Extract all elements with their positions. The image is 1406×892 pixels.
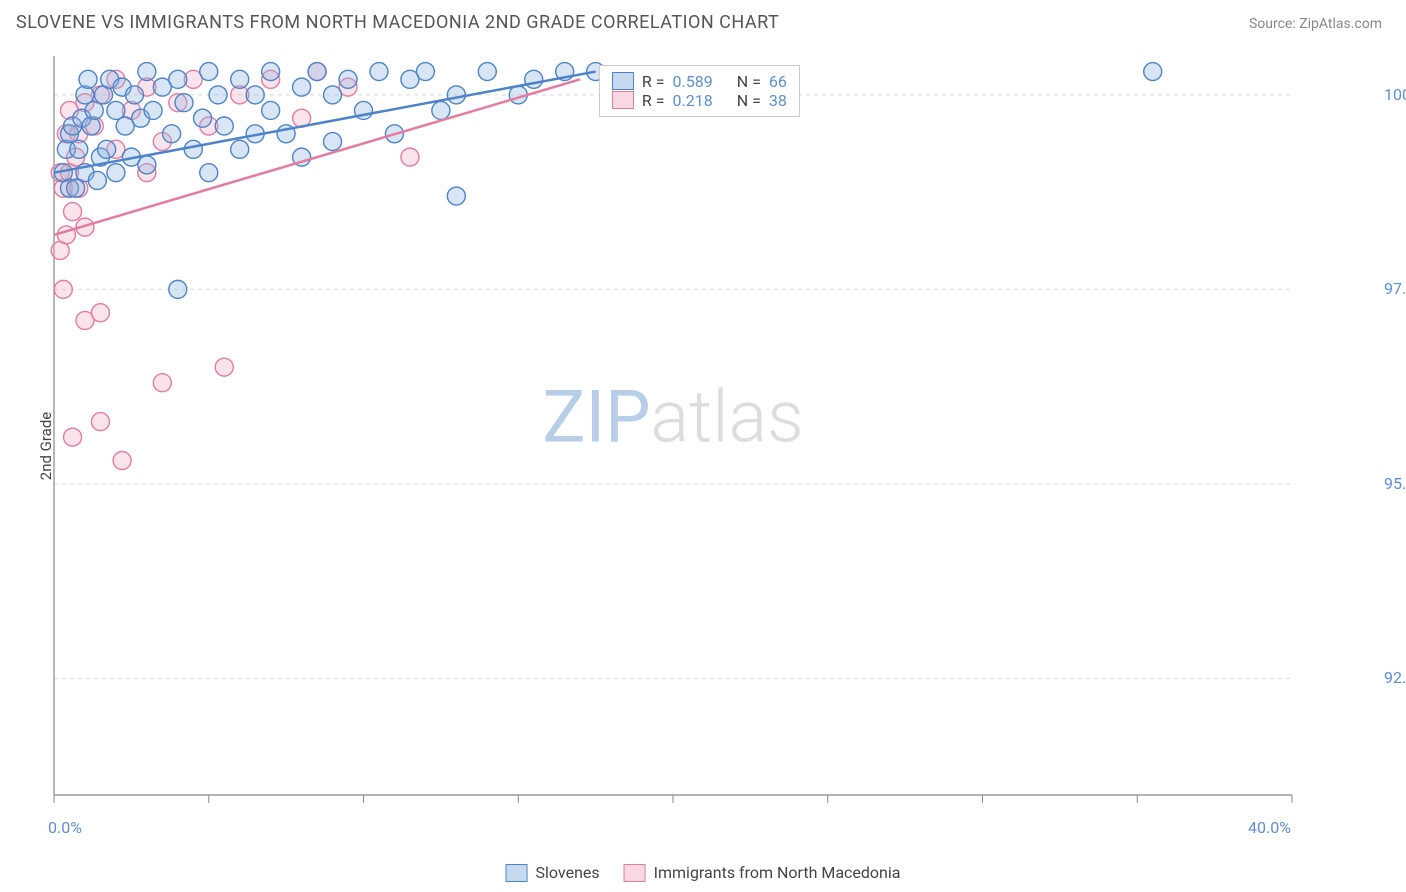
stat-r-label: R = <box>642 91 665 110</box>
stat-legend: R = 0.589 N = 66 R = 0.218 N = 38 <box>599 65 800 117</box>
chart-source: Source: ZipAtlas.com <box>1249 16 1382 32</box>
legend-swatch <box>506 864 528 882</box>
y-tick-label: 97.5% <box>1384 279 1406 298</box>
y-tick-label: 92.5% <box>1384 668 1406 687</box>
scatter-svg <box>48 50 1298 815</box>
chart-title: SLOVENE VS IMMIGRANTS FROM NORTH MACEDON… <box>16 12 779 33</box>
x-tick-label: 40.0% <box>1248 818 1291 837</box>
legend-item: Immigrants from North Macedonia <box>624 863 901 882</box>
legend-item: Slovenes <box>506 863 600 882</box>
x-tick-label: 0.0% <box>48 818 82 837</box>
legend-label: Slovenes <box>536 863 600 882</box>
stat-n-value: 66 <box>769 72 787 91</box>
stat-r-value: 0.589 <box>673 72 713 91</box>
series-legend: Slovenes Immigrants from North Macedonia <box>506 863 901 882</box>
stat-r-value: 0.218 <box>673 91 713 110</box>
legend-swatch <box>624 864 646 882</box>
legend-swatch <box>612 72 634 90</box>
stat-r-label: R = <box>642 72 665 91</box>
y-axis-title: 2nd Grade <box>37 412 55 480</box>
legend-label: Immigrants from North Macedonia <box>654 863 901 882</box>
stat-legend-row: R = 0.218 N = 38 <box>612 91 787 110</box>
legend-swatch <box>612 91 634 109</box>
stat-n-label: N = <box>737 72 761 91</box>
stat-n-value: 38 <box>769 91 787 110</box>
y-tick-label: 95.0% <box>1384 474 1406 493</box>
y-tick-label: 100.0% <box>1384 85 1406 104</box>
chart-header: SLOVENE VS IMMIGRANTS FROM NORTH MACEDON… <box>0 0 1406 37</box>
stat-legend-row: R = 0.589 N = 66 <box>612 72 787 91</box>
chart-plot-area: ZIPatlas R =0.589N =66R =0.218N =38 0.0%… <box>48 50 1298 815</box>
stat-n-label: N = <box>737 91 761 110</box>
